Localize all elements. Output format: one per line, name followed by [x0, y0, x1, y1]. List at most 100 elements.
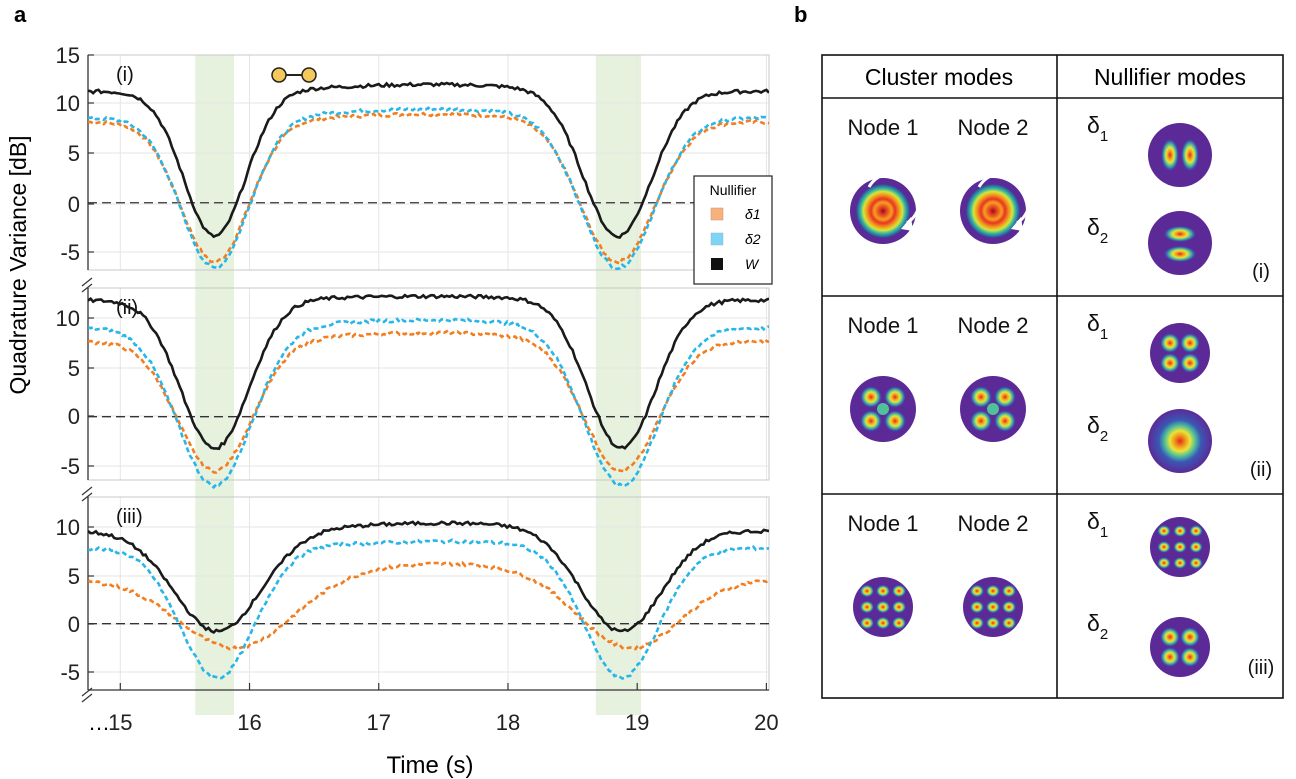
series-delta2-line: [88, 106, 769, 271]
delta-2-label: δ2: [1087, 412, 1108, 445]
panel-tag: (iii): [116, 506, 143, 528]
x-tick-label: 20: [754, 710, 778, 735]
rotation-arrow-icon: [901, 217, 913, 231]
x-axis-continuation: …: [88, 710, 110, 735]
nullifier-mode-image: [1157, 525, 1171, 537]
cluster-mode-image: [969, 616, 985, 630]
cluster-mode-image: [969, 600, 985, 614]
legend: Nullifier δ1 δ2 W: [693, 175, 773, 285]
nullifier-mode-image: [1180, 647, 1200, 667]
row-tag: (i): [1252, 261, 1270, 283]
nullifier-mode-image: [1189, 525, 1203, 537]
y-tick-label: 0: [68, 192, 80, 217]
series-delta2-line: [88, 538, 769, 680]
cluster-mode-image: [859, 616, 875, 630]
y-tick-label: 10: [56, 91, 80, 116]
delta-1-label: δ1: [1087, 112, 1108, 145]
cluster-mode-image: [1001, 616, 1017, 630]
series-delta1-line: [88, 329, 769, 474]
series-w-line: [88, 81, 769, 240]
plot-frame: [87, 287, 770, 481]
chart-panel-3: 10 5 0 -5 (iii): [56, 486, 770, 691]
cluster-mode-image: [891, 616, 907, 630]
y-tick-label: 5: [68, 141, 80, 166]
y-tick-label: 5: [68, 356, 80, 381]
nullifier-mode-image: [1173, 525, 1187, 537]
x-axis: 15 16 17 18 19 20: [81, 683, 779, 735]
nullifier-mode-image: [1148, 409, 1212, 473]
legend-swatch-delta1: [710, 207, 724, 221]
nullifier-mode-image: [1163, 245, 1197, 263]
cluster-mode-image: [1001, 600, 1017, 614]
highlight-band: [595, 55, 642, 715]
cluster-mode-image: [994, 386, 1016, 408]
rotation-arrow-icon: [867, 171, 922, 225]
y-tick-label: 15: [56, 43, 80, 68]
legend-label-w: W: [745, 256, 760, 272]
y-tick-label: 0: [68, 404, 80, 429]
cluster-mode-image: [875, 616, 891, 630]
nullifier-mode-image: [1148, 123, 1212, 187]
y-tick-label: 0: [68, 612, 80, 637]
x-tick-label: 15: [108, 710, 132, 735]
chart-panel-1: 15 10 5 0 -5 (i): [56, 43, 770, 271]
y-tick-label: 10: [56, 515, 80, 540]
node-2-label: Node 2: [958, 511, 1029, 536]
nullifier-mode-image: [1161, 138, 1179, 172]
cluster-mode-image: [969, 584, 985, 598]
nullifier-mode-image: [1160, 627, 1180, 647]
x-tick-label: 18: [496, 710, 520, 735]
node-2-label: Node 2: [958, 115, 1029, 140]
legend-title: Nullifier: [710, 182, 757, 198]
cluster-mode-image: [891, 600, 907, 614]
x-tick-label: 16: [237, 710, 261, 735]
node-1-label: Node 1: [848, 115, 919, 140]
row-tag: (ii): [1250, 459, 1272, 481]
cluster-mode-image: [985, 616, 1001, 630]
x-tick-label: 17: [367, 710, 391, 735]
y-tick-label: -5: [60, 454, 80, 479]
cluster-mode-image: [875, 600, 891, 614]
axis-break-mark: [81, 486, 93, 502]
row-tag: (iii): [1248, 657, 1275, 679]
cluster-mode-image: [860, 410, 882, 432]
cluster-mode-image: [859, 584, 875, 598]
mode-table: Cluster modes Nullifier modes Node 1 Node…: [821, 54, 1284, 699]
series-w-line: [88, 520, 769, 634]
header-cluster-modes: Cluster modes: [865, 64, 1013, 90]
cluster-mode-image: [859, 600, 875, 614]
nullifier-mode-image: [1163, 225, 1197, 243]
cluster-mode-image: [884, 386, 906, 408]
series-w-line: [88, 293, 769, 451]
cluster-mode-image: [891, 584, 907, 598]
nullifier-mode-image: [1173, 557, 1187, 569]
nullifier-mode-image: [1150, 617, 1210, 677]
header-nullifier-modes: Nullifier modes: [1094, 64, 1246, 90]
cluster-mode-image: [860, 386, 882, 408]
nullifier-mode-image: [1173, 541, 1187, 553]
nullifier-mode-image: [1180, 627, 1200, 647]
nullifier-mode-image: [1189, 557, 1203, 569]
plot-frame: [87, 496, 770, 691]
delta-1-label: δ1: [1087, 310, 1108, 343]
node-2-label: Node 2: [958, 313, 1029, 338]
series-delta1-line: [88, 111, 769, 265]
series-delta2-line: [88, 317, 769, 490]
cluster-mode-image: [985, 584, 1001, 598]
x-axis-label: Time (s): [386, 752, 473, 779]
legend-label-delta1: δ1: [745, 206, 761, 222]
delta-1-label: δ1: [1087, 508, 1108, 541]
series-delta1-line: [88, 560, 769, 651]
nullifier-mode-image: [1160, 647, 1180, 667]
two-node-cluster-icon: [271, 67, 317, 83]
axis-break-mark: [81, 687, 93, 703]
rotation-arrow-icon: [1011, 217, 1023, 231]
panel-tag: (i): [116, 64, 134, 86]
cluster-mode-image: [966, 184, 1020, 238]
nullifier-mode-image: [1181, 138, 1199, 172]
delta-2-label: δ2: [1087, 610, 1108, 643]
nullifier-mode-image: [1189, 541, 1203, 553]
rotation-arrow-icon: [977, 171, 1032, 225]
nullifier-mode-image: [1160, 333, 1180, 353]
